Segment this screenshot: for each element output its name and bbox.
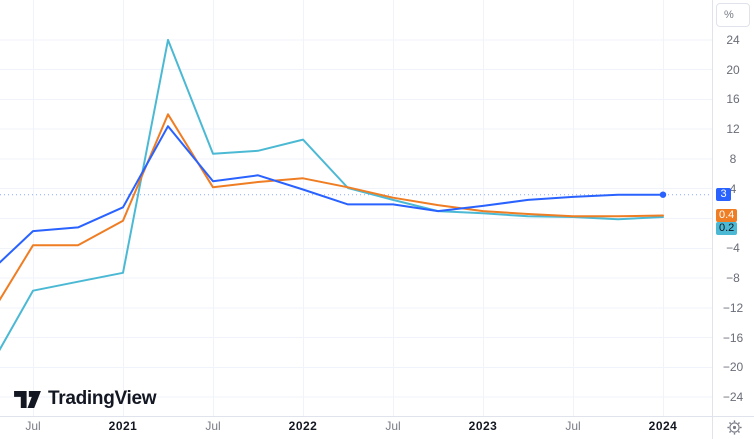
price-axis-label: 12 (726, 122, 740, 137)
price-axis-label: 8 (729, 151, 737, 166)
price-axis-label: 24 (726, 32, 740, 47)
price-axis-label: 4 (729, 181, 737, 196)
time-axis-label: Jul (25, 419, 41, 433)
time-axis-label: Jul (385, 419, 401, 433)
price-axis-label: 20 (726, 62, 740, 77)
price-axis-label: 16 (726, 92, 740, 107)
gear-icon (727, 420, 742, 435)
price-axis-label: −12 (722, 300, 744, 315)
price-axis-label: −20 (722, 360, 744, 375)
time-axis-label: Jul (205, 419, 221, 433)
last-value-label-cyan-line: 0.2 (716, 222, 738, 236)
time-axis-label: 2021 (108, 419, 138, 433)
time-axis-label: 2022 (288, 419, 318, 433)
price-scale[interactable]: 24 20 16 12 8 4 −4 −8 −12 −16 −20 −24 3 0.4 0.2 (713, 0, 754, 416)
price-axis-label: −8 (726, 271, 740, 286)
tradingview-logo-icon (14, 390, 41, 408)
percent-unit-button[interactable]: % (716, 3, 750, 27)
price-axis-label: −24 (722, 390, 744, 405)
tradingview-logo[interactable]: TradingView (14, 388, 157, 409)
last-value-label-orange-line: 0.4 (716, 209, 738, 223)
plot-area (0, 0, 712, 416)
time-axis-label: 2023 (468, 419, 498, 433)
price-axis-label: −16 (722, 330, 744, 345)
time-axis-label: Jul (565, 419, 581, 433)
time-scale[interactable]: Jul 2021 Jul 2022 Jul 2023 Jul 2024 (0, 417, 712, 439)
series-blue-line (0, 125, 664, 264)
series-cyan-line (0, 38, 664, 352)
scale-settings-gear-icon[interactable] (723, 416, 746, 439)
price-scale-border (712, 0, 713, 439)
time-axis-label: 2024 (648, 419, 678, 433)
last-point-marker (659, 191, 667, 198)
time-scale-border (0, 416, 754, 417)
last-value-label-blue-line: 3 (716, 188, 731, 202)
tradingview-wordmark: TradingView (48, 388, 157, 409)
series-orange-line (0, 113, 664, 302)
chart-pane[interactable] (0, 0, 712, 416)
price-axis-label: −4 (726, 241, 740, 256)
